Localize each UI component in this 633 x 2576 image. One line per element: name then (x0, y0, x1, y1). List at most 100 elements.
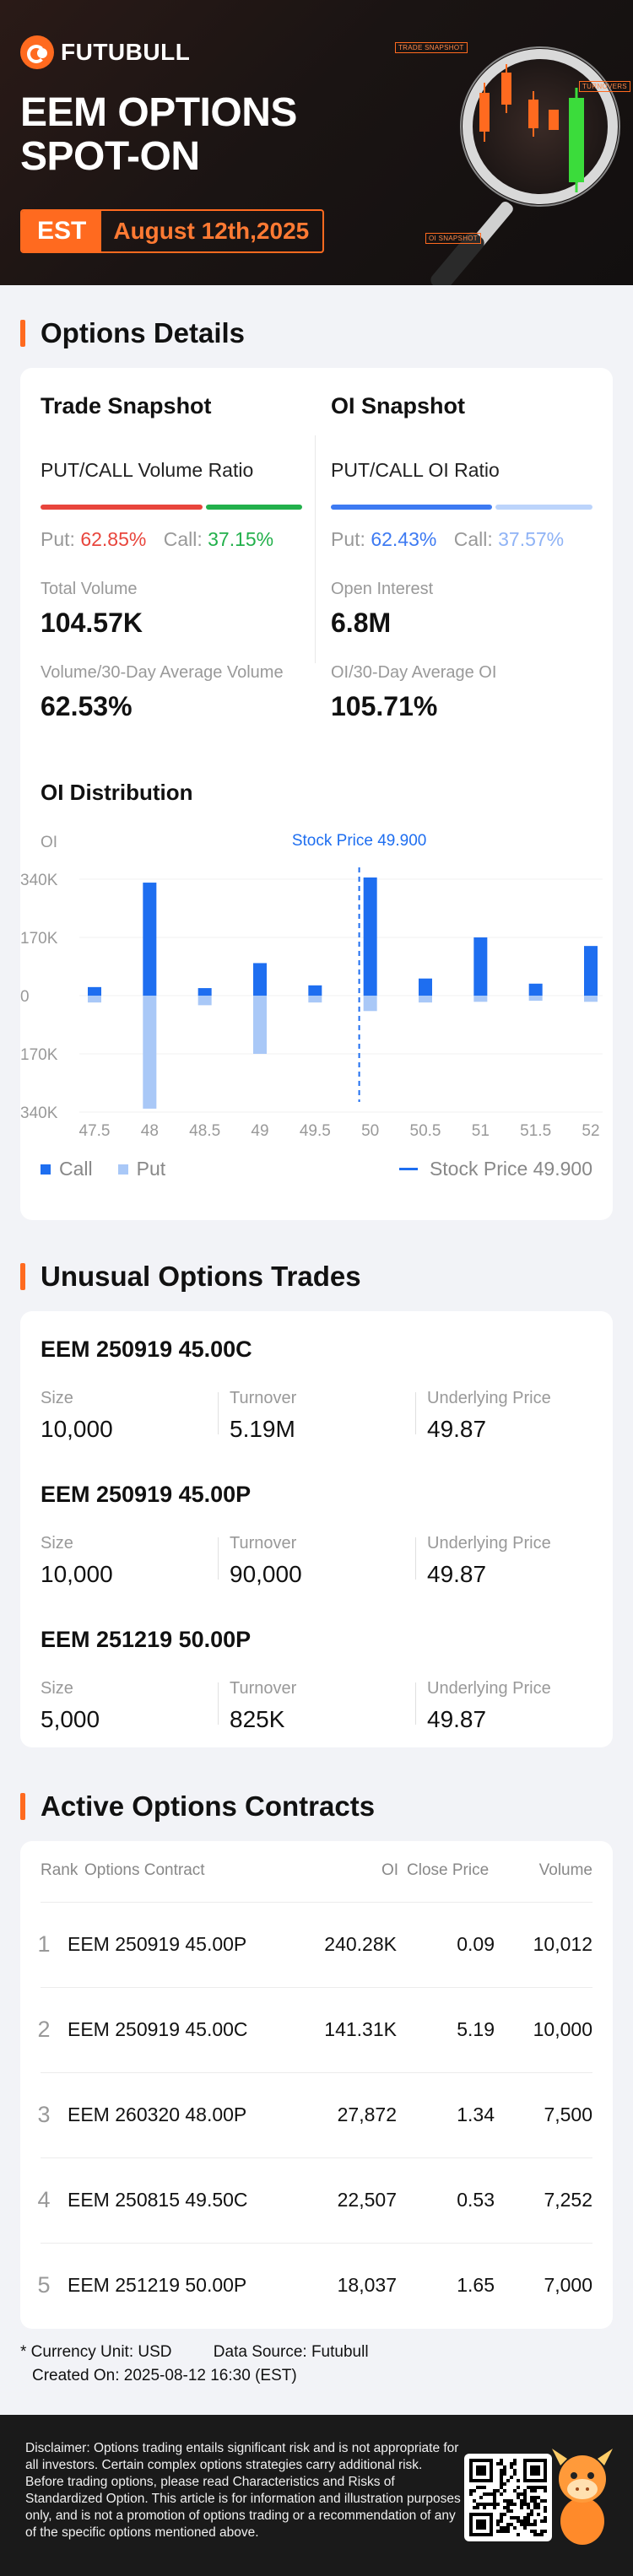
volume-ratio-call-bar (206, 505, 302, 510)
oi-distribution-chart: OI 47.5 48 48.5 49 49.5 50 50.5 51 51.5 52 340K 17… (20, 832, 603, 1140)
trade-price-label: Underlying Price (427, 1389, 551, 1407)
trade-snapshot-title: Trade Snapshot (41, 393, 212, 419)
row-close-price: 0.53 (457, 2189, 495, 2211)
disclaimer-text: Disclaimer: Options trading entails sign… (25, 2441, 461, 2540)
stock-price-label: Stock Price 49.900 (292, 832, 426, 850)
row-volume: 7,500 (544, 2103, 592, 2125)
chart-grid (79, 878, 603, 1113)
trade-col-divider (415, 1537, 416, 1580)
open-interest-label: Open Interest (331, 580, 434, 598)
total-volume-label: Total Volume (41, 580, 138, 598)
chart-bars (88, 877, 598, 1109)
trade-col-divider (218, 1537, 219, 1580)
row-contract: EEM 260320 48.00P (68, 2103, 247, 2125)
row-divider (41, 1902, 592, 1903)
row-oi: 141.31K (324, 2018, 397, 2040)
trade-size-value: 10,000 (41, 1416, 113, 1442)
header-close-price: Close Price (407, 1861, 490, 1879)
volume-avg-value: 62.53% (41, 691, 133, 721)
x-tick-label: 50.5 (410, 1122, 441, 1140)
row-volume: 7,252 (544, 2189, 592, 2211)
trade-turnover-value: 5.19M (230, 1416, 295, 1442)
trade-contract-name: EEM 251219 50.00P (41, 1627, 252, 1652)
legend-put-label: Put (136, 1158, 166, 1180)
put-oi-pct: 62.43% (371, 528, 437, 550)
trade-size-value: 5,000 (41, 1706, 100, 1732)
trade-price-label: Underlying Price (427, 1534, 551, 1553)
date-badge: EST August 12th,2025 (20, 209, 325, 253)
y-tick-label: 170K (20, 930, 58, 948)
put-bar (143, 996, 157, 1109)
section-title-text: Unusual Options Trades (41, 1261, 361, 1292)
oi-snapshot-title: OI Snapshot (331, 393, 466, 419)
call-bar (528, 983, 543, 996)
trade-col-divider (218, 1392, 219, 1434)
call-bar (584, 946, 598, 996)
volume-ratio-put-bar (41, 505, 203, 510)
call-bar (419, 978, 432, 996)
x-tick-label: 51.5 (520, 1122, 551, 1140)
unusual-trade-item: EEM 250919 45.00P Size 10,000 Turnover 9… (41, 1475, 592, 1601)
row-oi: 18,037 (337, 2274, 397, 2296)
oi-avg-label: OI/30-Day Average OI (331, 663, 497, 682)
unusual-trades-card: EEM 250919 45.00C Size 10,000 Turnover 5… (20, 1311, 613, 1747)
table-row: 4 EEM 250815 49.50C 22,507 0.53 7,252 (20, 2157, 613, 2242)
data-source: Data Source: Futubull (213, 2343, 369, 2361)
legend-call-swatch (41, 1164, 51, 1175)
volume-avg-label: Volume/30-Day Average Volume (41, 663, 284, 682)
trade-turnover-label: Turnover (230, 1534, 297, 1553)
section-accent-bar (20, 1793, 25, 1820)
header-banner: FUTUBULL EEM OPTIONS SPOT-ON EST August … (0, 0, 633, 285)
trade-size-label: Size (41, 1389, 73, 1407)
y-tick-label: 340K (20, 1104, 58, 1122)
put-bar (363, 996, 377, 1012)
row-divider (41, 1987, 592, 1988)
unusual-trade-item: EEM 250919 45.00C Size 10,000 Turnover 5… (41, 1330, 592, 1456)
x-tick-label: 48 (141, 1122, 159, 1140)
open-interest-value: 6.8M (331, 608, 392, 638)
put-label: Put: (41, 528, 75, 550)
trade-turnover-value: 825K (230, 1706, 285, 1732)
row-contract: EEM 250815 49.50C (68, 2189, 248, 2211)
oi-ratio-put-bar (331, 505, 492, 510)
disclaimer-banner: Disclaimer: Options trading entails sign… (0, 2415, 633, 2576)
call-label: Call: (453, 528, 493, 550)
table-row: 5 EEM 251219 50.00P 18,037 1.65 7,000 (20, 2243, 613, 2327)
oi-ratio-call-bar (495, 505, 592, 510)
table-row: 1 EEM 250919 45.00P 240.28K 0.09 10,012 (20, 1902, 613, 1986)
trade-size-label: Size (41, 1534, 73, 1553)
trade-turnover-value: 90,000 (230, 1561, 302, 1587)
trade-price-value: 49.87 (427, 1561, 487, 1587)
legend-call-label: Call (59, 1158, 93, 1180)
row-volume: 10,012 (533, 1933, 592, 1955)
put-bar (584, 996, 598, 1002)
call-label: Call: (163, 528, 203, 550)
row-close-price: 5.19 (457, 2018, 495, 2040)
chip-turnovers: TURNOVERS (579, 81, 630, 92)
trade-contract-name: EEM 250919 45.00P (41, 1482, 252, 1507)
row-rank: 1 (37, 1931, 51, 1957)
qr-code-icon (464, 2454, 552, 2541)
row-divider (41, 2072, 592, 2073)
call-bar (473, 937, 488, 996)
row-close-price: 0.09 (457, 1933, 495, 1955)
oi-ratio-label: PUT/CALL OI Ratio (331, 459, 500, 481)
x-tick-label: 48.5 (189, 1122, 220, 1140)
x-tick-label: 50 (361, 1122, 379, 1140)
oi-distribution-title: OI Distribution (41, 780, 193, 805)
row-rank: 4 (37, 2187, 51, 2212)
row-close-price: 1.34 (457, 2103, 495, 2125)
stock-price-line: Stock Price 49.900 (292, 832, 426, 1102)
call-bar (308, 985, 322, 996)
row-oi: 240.28K (324, 1933, 397, 1955)
header-oi: OI (381, 1861, 399, 1879)
row-volume: 10,000 (533, 2018, 592, 2040)
row-contract: EEM 250919 45.00P (68, 1933, 247, 1955)
magnifier-illustration-icon (430, 46, 620, 285)
header-volume: Volume (538, 1861, 592, 1879)
trade-col-divider (415, 1392, 416, 1434)
trade-price-label: Underlying Price (427, 1679, 551, 1698)
section-accent-bar (20, 320, 25, 347)
title-line-2: SPOT-ON (20, 134, 200, 179)
call-bar (363, 877, 377, 996)
